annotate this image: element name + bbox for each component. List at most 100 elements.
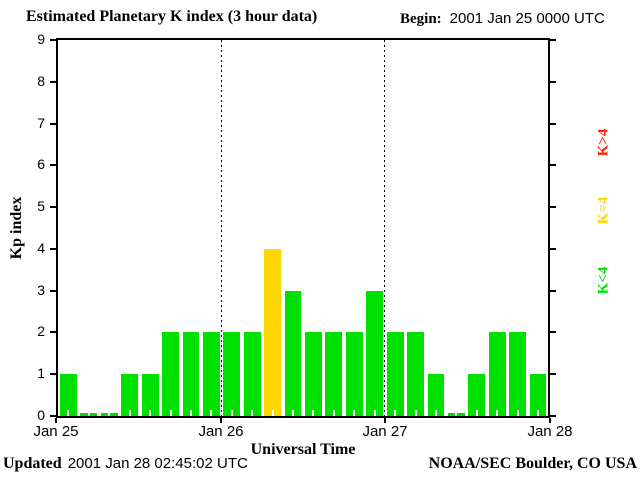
kp-bar [407,332,424,416]
minor-tick-notch [373,410,376,416]
y-tick-label: 8 [37,73,45,89]
minor-tick-notch [312,410,315,416]
y-axis-tick-right [550,164,556,166]
x-tick-label: Jan 25 [33,423,79,440]
x-axis-tick [55,418,57,423]
y-axis-tick-right [550,248,556,250]
y-axis-title: Kp index [8,196,25,260]
minor-tick-notch [87,413,90,416]
y-tick-label: 0 [37,407,45,423]
minor-tick-notch [128,410,131,416]
minor-tick-notch [210,410,213,416]
updated-row: Updated 2001 Jan 28 02:45:02 UTC [3,455,248,473]
x-tick-label: Jan 27 [362,423,408,440]
minor-tick-notch [434,410,437,416]
y-axis-tick [50,123,56,125]
x-axis-tick [220,418,222,423]
credit-text: NOAA/SEC Boulder, CO USA [428,455,637,472]
kp-bar [509,332,527,416]
y-axis-tick-right [550,415,556,417]
legend-label: K<4 [595,266,612,295]
y-tick-label: 3 [37,282,45,298]
minor-tick-notch [230,410,233,416]
minor-tick-notch [394,410,397,416]
y-axis-tick [50,81,56,83]
y-axis-tick-right [550,290,556,292]
day-separator [220,40,222,416]
x-axis-title: Universal Time [250,441,356,458]
y-tick-label: 6 [37,156,45,172]
kp-bar [60,374,77,416]
day-separator [384,40,386,416]
kp-bar [80,413,98,416]
kp-bar [162,332,179,416]
kp-bar [243,332,261,416]
y-tick-label: 1 [37,365,45,381]
chart-title: Estimated Planetary K index (3 hour data… [26,8,318,25]
minor-tick-notch [149,410,152,416]
minor-tick-notch [353,410,356,416]
y-tick-label: 4 [37,240,45,256]
minor-tick-notch [292,410,295,416]
y-tick-label: 2 [37,323,45,339]
y-axis-tick-right [550,123,556,125]
y-axis-tick [50,290,56,292]
legend-label: K=4 [595,196,612,225]
minor-tick-notch [414,410,417,416]
y-axis-tick-right [550,206,556,208]
y-tick-label: 7 [37,115,45,131]
kp-bar [427,374,445,416]
minor-tick-notch [332,410,335,416]
kp-bar [468,374,486,416]
updated-label: Updated [3,455,62,472]
kp-bar [202,332,220,416]
kp-bar [529,374,547,416]
kp-bar [284,291,302,416]
kp-bar [325,332,343,416]
minor-tick-notch [475,410,478,416]
y-axis-tick-right [550,331,556,333]
kp-bar [121,374,139,416]
y-axis-tick [50,331,56,333]
kp-bar [488,332,506,416]
x-axis-tick [384,418,386,423]
minor-tick-notch [516,410,519,416]
y-tick-label: 5 [37,198,45,214]
minor-tick-notch [189,410,192,416]
minor-tick-notch [496,410,499,416]
updated-value: 2001 Jan 28 02:45:02 UTC [67,455,248,472]
kp-bar [366,291,384,416]
minor-tick-notch [251,410,254,416]
kp-bar [305,332,322,416]
x-tick-label: Jan 26 [198,423,244,440]
y-axis-tick [50,164,56,166]
minor-tick-notch [537,410,540,416]
kp-bar [141,374,159,416]
minor-tick-notch [67,410,70,416]
kp-bar [345,332,363,416]
y-axis-tick [50,415,56,417]
y-axis-tick-right [550,373,556,375]
x-tick-label: Jan 28 [527,423,573,440]
x-axis-tick [549,418,551,423]
y-axis-tick-right [550,81,556,83]
minor-tick-notch [108,413,111,416]
kp-bar [386,332,404,416]
minor-tick-notch [271,410,274,416]
kp-bar [447,413,465,416]
y-axis-tick [50,373,56,375]
kp-bar [100,413,118,416]
y-axis-tick [50,206,56,208]
y-axis-tick-right [550,39,556,41]
begin-label: Begin: [400,11,442,27]
kp-bar [182,332,200,416]
minor-tick-notch [455,413,458,416]
y-tick-label: 9 [37,31,45,47]
begin-row: Begin: 2001 Jan 25 0000 UTC [400,10,605,28]
minor-tick-notch [169,410,172,416]
y-axis-tick [50,248,56,250]
kp-bar [223,332,241,416]
kp-bar [264,249,282,416]
begin-value: 2001 Jan 25 0000 UTC [449,10,605,27]
